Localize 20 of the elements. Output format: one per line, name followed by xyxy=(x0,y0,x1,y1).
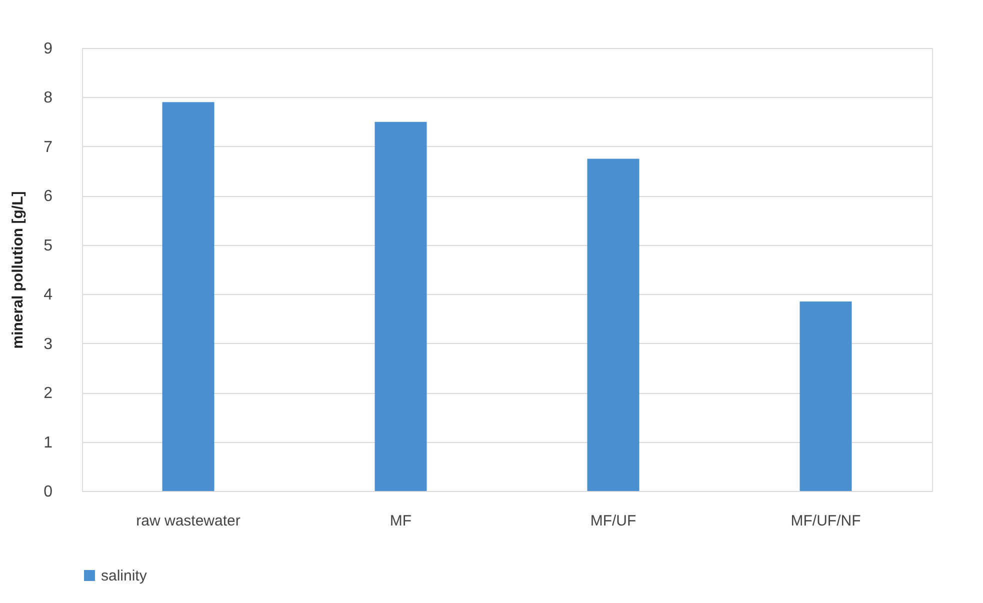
x-tick-label: MF/UF/NF xyxy=(790,512,861,530)
y-tick-label: 3 xyxy=(44,336,53,353)
y-tick-label: 7 xyxy=(44,138,53,156)
y-tick-label: 0 xyxy=(44,484,53,500)
x-tick-label: MF/UF xyxy=(590,512,636,530)
bar xyxy=(587,158,640,491)
x-tick-label: MF xyxy=(390,512,412,530)
legend-label: salinity xyxy=(101,568,148,584)
y-tick-label: 9 xyxy=(44,40,53,58)
y-tick-label: 6 xyxy=(44,188,53,206)
y-tick-label: 2 xyxy=(44,385,53,402)
y-tick-label: 4 xyxy=(44,286,53,304)
bar xyxy=(374,122,427,491)
y-tick-label: 5 xyxy=(44,237,53,254)
y-axis-title: mineral pollution [g/L] xyxy=(10,191,27,349)
y-tick-label: 8 xyxy=(44,90,53,107)
y-tick-label: 1 xyxy=(44,434,53,452)
x-tick-label: raw wastewater xyxy=(136,512,240,530)
bar xyxy=(800,301,852,491)
bar xyxy=(162,102,214,491)
